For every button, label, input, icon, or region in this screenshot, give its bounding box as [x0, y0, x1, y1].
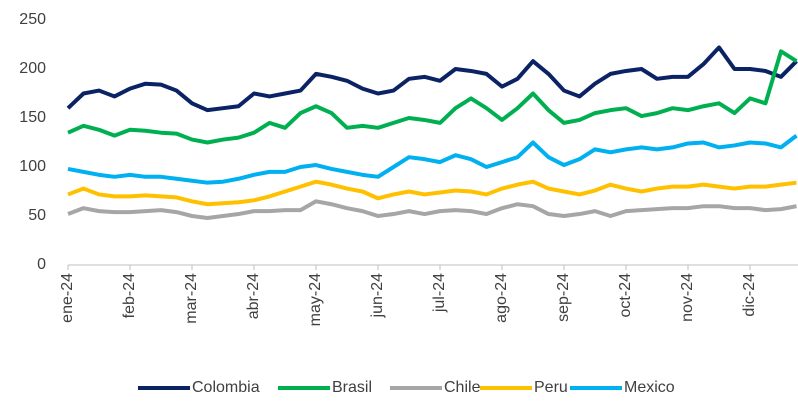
x-tick-label: dic-24	[741, 273, 758, 317]
y-tick-label: 0	[37, 256, 46, 273]
x-tick-label: feb-24	[121, 273, 138, 318]
x-tick-label: mar-24	[183, 273, 200, 324]
legend-label: Brasil	[332, 379, 372, 396]
y-tick-label: 150	[19, 109, 46, 126]
y-tick-label: 50	[28, 207, 46, 224]
line	[67, 199, 797, 220]
x-tick-label: nov-24	[679, 273, 696, 322]
line	[67, 49, 798, 145]
y-tick-label: 250	[19, 11, 46, 28]
x-tick-label: abr-24	[245, 273, 262, 319]
x-tick-label: jun-24	[369, 273, 386, 319]
y-tick-label: 100	[19, 158, 46, 175]
line	[66, 45, 798, 113]
x-tick-label: ene-24	[59, 273, 76, 323]
legend-label: Peru	[534, 379, 568, 396]
legend-label: Colombia	[192, 379, 260, 396]
line	[67, 134, 798, 185]
x-tick-label: may-24	[307, 273, 324, 326]
x-tick-label: ago-24	[493, 273, 510, 323]
legend-label: Mexico	[624, 379, 675, 396]
x-tick-label: jul-24	[431, 273, 448, 313]
x-tick-label: oct-24	[617, 273, 634, 318]
y-tick-label: 200	[19, 60, 46, 77]
legend-label: Chile	[444, 379, 481, 396]
x-tick-label: sep-24	[555, 273, 572, 322]
line	[67, 179, 797, 207]
